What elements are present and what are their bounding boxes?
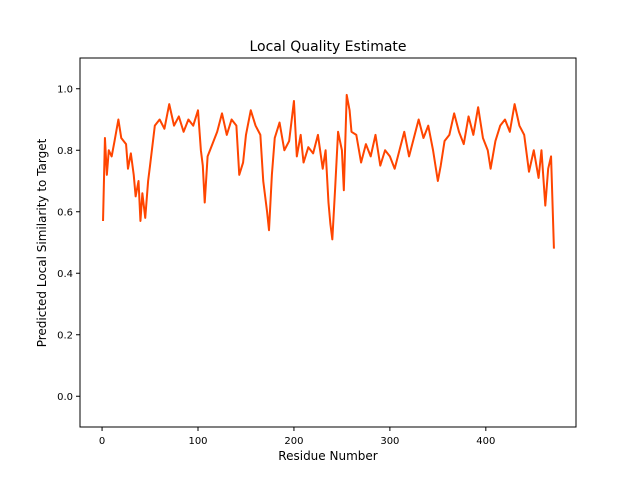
y-tick-label: 1.0 (57, 84, 73, 95)
y-tick-label: 0.4 (57, 269, 73, 280)
x-tick-label: 200 (284, 436, 303, 447)
x-tick-label: 300 (380, 436, 399, 447)
x-tick-label: 100 (188, 436, 207, 447)
y-axis-label: Predicted Local Similarity to Target (35, 138, 49, 347)
plot-frame (79, 57, 577, 428)
y-tick-label: 0.0 (57, 392, 73, 403)
y-tick-label: 0.8 (57, 146, 73, 157)
y-tick-label: 0.2 (57, 330, 73, 341)
x-axis-label: Residue Number (278, 449, 377, 463)
data-line (102, 93, 555, 249)
x-tick-label: 400 (476, 436, 495, 447)
chart-title: Local Quality Estimate (249, 39, 406, 55)
x-tick-label: 0 (99, 436, 105, 447)
y-tick-label: 0.6 (57, 207, 73, 218)
